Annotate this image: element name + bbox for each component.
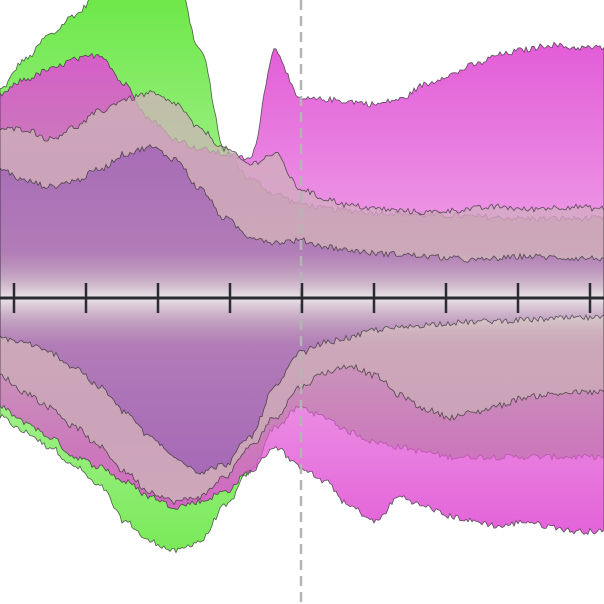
x-axis (0, 283, 604, 313)
